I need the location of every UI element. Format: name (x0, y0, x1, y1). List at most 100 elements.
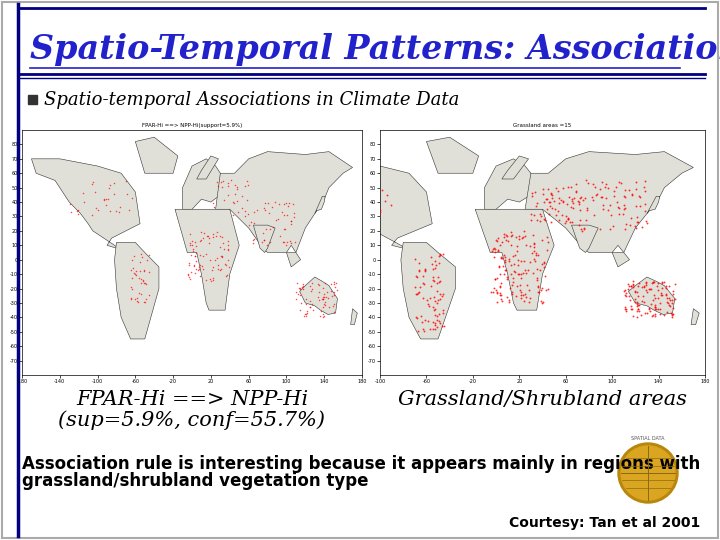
Point (546, 218, 557, 226)
Point (549, 205, 561, 213)
Point (526, 216, 537, 225)
Point (639, 309, 651, 318)
Polygon shape (485, 159, 549, 210)
Point (222, 179, 234, 187)
Point (631, 288, 642, 296)
Point (528, 239, 539, 248)
Point (631, 213, 642, 221)
Point (300, 309, 312, 318)
Point (495, 253, 506, 262)
Point (419, 266, 431, 274)
Point (649, 310, 661, 319)
Point (492, 234, 504, 242)
Point (540, 194, 552, 203)
Point (102, 195, 114, 204)
Point (138, 275, 149, 284)
Point (575, 194, 586, 202)
Point (126, 274, 138, 282)
Point (667, 310, 679, 319)
Point (215, 231, 226, 240)
Point (257, 228, 269, 237)
Point (603, 184, 614, 193)
Point (636, 282, 647, 291)
Point (193, 264, 204, 273)
Point (371, 184, 382, 192)
Point (188, 261, 199, 270)
Point (264, 225, 276, 233)
Polygon shape (502, 156, 528, 179)
Point (306, 300, 318, 309)
Point (580, 216, 592, 225)
Point (247, 236, 258, 245)
Point (364, 185, 375, 193)
Point (490, 248, 501, 256)
Point (542, 185, 554, 193)
Point (623, 292, 634, 301)
Point (541, 286, 552, 294)
Point (427, 264, 438, 273)
Point (437, 306, 449, 315)
Polygon shape (253, 225, 275, 253)
Point (506, 289, 518, 298)
Point (625, 302, 636, 310)
Point (581, 206, 593, 215)
Point (424, 325, 436, 334)
Point (140, 280, 151, 288)
Point (623, 186, 634, 194)
Point (127, 285, 138, 293)
Point (184, 239, 196, 247)
Polygon shape (183, 159, 235, 210)
Point (410, 313, 421, 321)
Point (139, 298, 150, 306)
Point (138, 298, 150, 306)
Point (428, 318, 439, 327)
Point (518, 227, 530, 235)
Point (184, 230, 196, 239)
Polygon shape (629, 277, 675, 314)
Point (192, 266, 204, 274)
Point (633, 192, 644, 200)
Point (490, 245, 501, 254)
Point (135, 290, 147, 299)
Point (529, 187, 541, 196)
Point (621, 306, 632, 315)
Point (596, 177, 608, 186)
Point (241, 177, 253, 185)
Point (525, 242, 536, 251)
Point (138, 266, 150, 275)
Point (131, 296, 143, 305)
Point (499, 256, 510, 265)
Point (429, 264, 441, 273)
Point (98, 194, 109, 203)
Point (130, 295, 141, 304)
Point (223, 263, 235, 272)
Point (648, 291, 660, 299)
Point (589, 183, 600, 191)
Point (555, 195, 567, 204)
Point (651, 305, 662, 313)
Point (279, 225, 291, 234)
Point (304, 296, 315, 305)
Point (194, 261, 205, 270)
Point (625, 281, 636, 290)
Point (667, 303, 679, 312)
Point (415, 312, 427, 320)
Point (627, 277, 639, 286)
Point (276, 208, 287, 217)
Point (90, 204, 102, 212)
Point (494, 270, 505, 279)
Point (511, 247, 523, 255)
Point (417, 325, 428, 334)
Point (529, 257, 541, 266)
Point (649, 302, 661, 311)
Point (643, 305, 654, 313)
Point (487, 288, 498, 296)
Text: Spatio-temporal Associations in Climate Data: Spatio-temporal Associations in Climate … (44, 91, 459, 109)
Point (382, 191, 393, 199)
Point (505, 232, 517, 240)
Point (539, 272, 551, 280)
Point (563, 193, 575, 201)
Point (622, 285, 634, 293)
Point (545, 190, 557, 198)
Point (509, 251, 521, 259)
